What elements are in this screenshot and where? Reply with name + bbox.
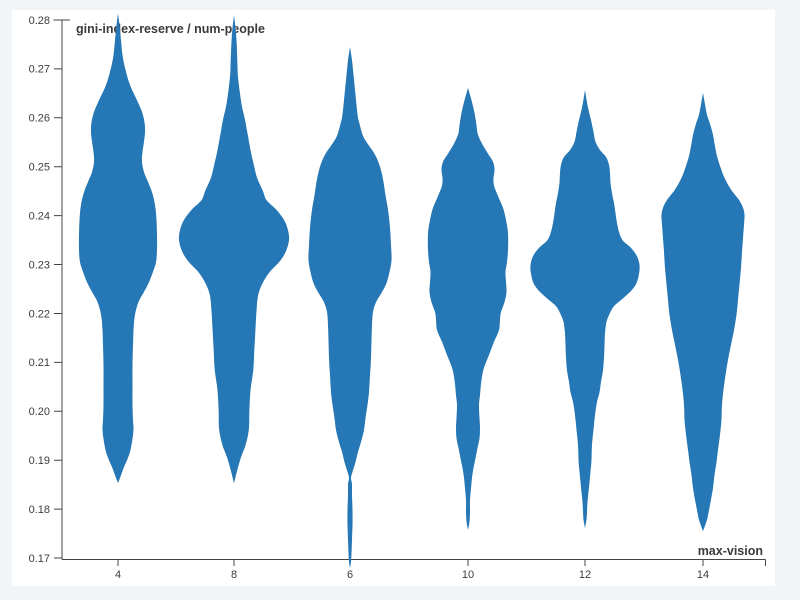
violin-6[interactable] [308,46,392,568]
violin-14[interactable] [661,92,745,532]
y-tick-label: 0.23 [29,259,50,271]
x-tick-label: 12 [579,569,591,581]
y-tick-label: 0.19 [29,455,50,467]
y-tick-label: 0.17 [29,553,50,565]
x-tick-label: 6 [347,569,353,581]
y-axis-title: gini-index-reserve / num-people [76,22,265,36]
x-axis-title: max-vision [698,544,763,558]
x-tick-label: 10 [462,569,474,581]
y-tick-label: 0.24 [29,210,50,222]
y-tick-label: 0.25 [29,162,50,174]
y-tick-label: 0.28 [29,15,50,27]
violins [78,13,745,568]
violin-12[interactable] [530,89,640,529]
violin-10[interactable] [427,88,509,531]
y-tick-label: 0.26 [29,113,50,125]
y-axis-spine [53,19,70,560]
x-tick-label: 14 [697,569,709,581]
x-tick-label: 8 [231,569,237,581]
violin-4[interactable] [78,13,158,484]
y-tick-label: 0.21 [29,357,50,369]
y-tick-label: 0.20 [29,406,50,418]
y-tick-label: 0.18 [29,504,50,516]
x-axis: 4 8 6 10 12 14 [62,559,766,581]
y-tick-label: 0.27 [29,64,50,76]
y-axis: 0.28 0.27 0.26 0.25 0.24 0.23 0.22 0.21 0.20 0.19… [29,15,70,565]
y-tick-label: 0.22 [29,308,50,320]
violin-8[interactable] [178,15,290,484]
x-tick-label: 4 [115,569,121,581]
